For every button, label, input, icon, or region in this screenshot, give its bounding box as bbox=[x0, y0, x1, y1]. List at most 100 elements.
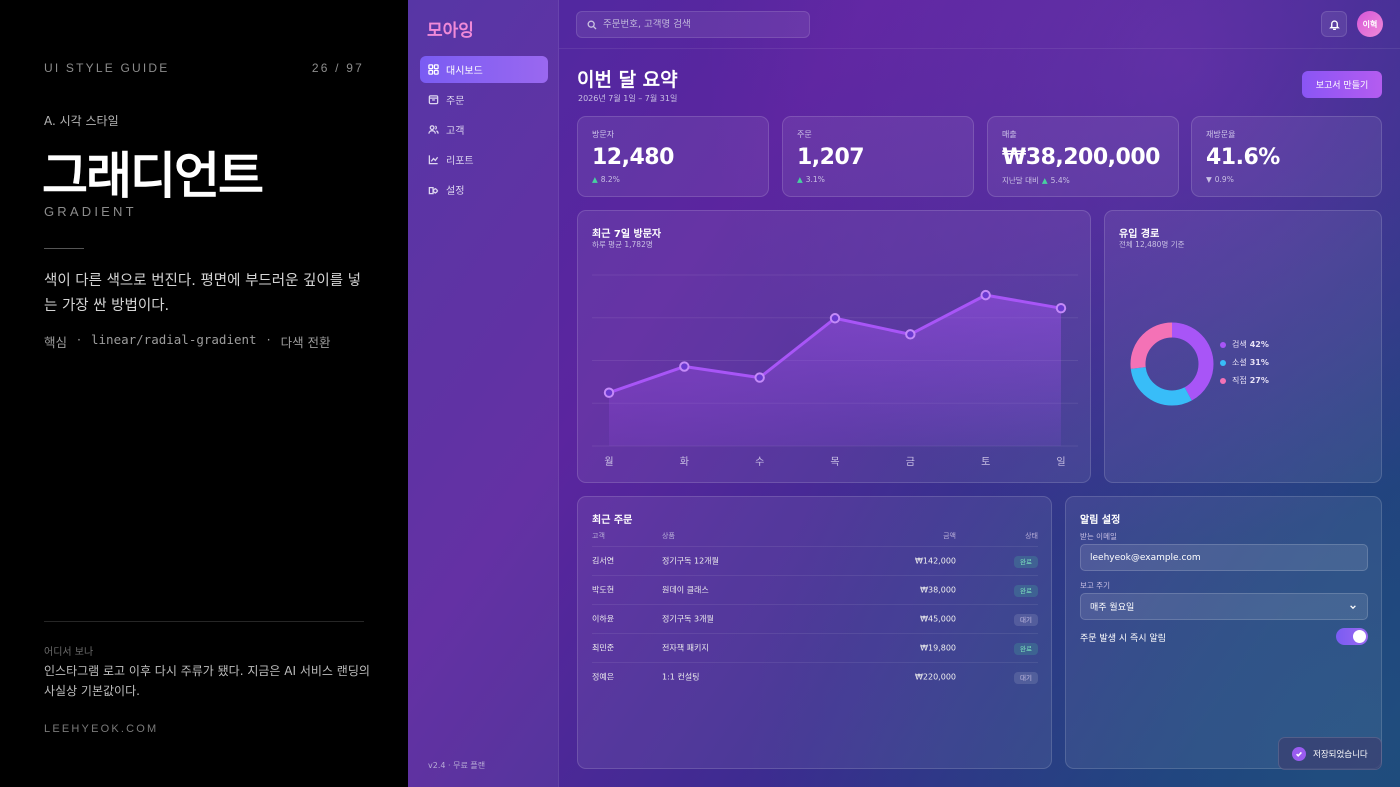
sidebar: 모아잉 대시보드 주문 고객 리포트 설정 v2.4 · 무료 bbox=[408, 0, 559, 787]
sidebar-item-reports[interactable]: 리포트 bbox=[420, 146, 548, 173]
page-indicator: 26 / 97 bbox=[311, 61, 364, 75]
status-cell: 대기 bbox=[1014, 672, 1038, 684]
amount-cell: ₩19,800 bbox=[920, 643, 956, 653]
legend-item-search: 검색 42% bbox=[1220, 339, 1269, 350]
donut-slice[interactable] bbox=[1130, 322, 1214, 406]
toast-message: 저장되었습니다 bbox=[1313, 749, 1368, 760]
instant-alert-label: 주문 발생 시 즉시 알림 bbox=[1080, 634, 1166, 644]
sidebar-item-dashboard[interactable]: 대시보드 bbox=[420, 56, 548, 83]
data-point[interactable] bbox=[980, 289, 991, 301]
kpi-label: 주문 bbox=[797, 130, 812, 139]
amount-cell: ₩38,000 bbox=[920, 585, 956, 595]
up-arrow-icon: ▲ bbox=[797, 175, 803, 184]
page-title: 이번 달 요약 bbox=[577, 69, 678, 91]
grid-icon bbox=[428, 64, 439, 75]
x-tick-label: 월 bbox=[604, 456, 613, 468]
site-url[interactable]: LEEHYEOK.COM bbox=[44, 723, 159, 735]
cycle-label: 보고 주기 bbox=[1080, 581, 1110, 590]
card-title: 최근 7일 방문자 bbox=[592, 229, 662, 240]
core-separator: · bbox=[77, 332, 81, 347]
card-subtitle: 전체 12,480명 기준 bbox=[1119, 240, 1185, 249]
kpi-value: 1,207 bbox=[797, 145, 865, 170]
box-icon bbox=[428, 95, 439, 105]
x-tick-label: 토 bbox=[981, 457, 990, 468]
search-input[interactable] bbox=[603, 19, 793, 30]
avatar[interactable]: 이혁 bbox=[1357, 11, 1383, 37]
kpi-delta-value: 0.9% bbox=[1214, 175, 1234, 184]
card-title: 최근 주문 bbox=[592, 515, 633, 526]
data-point[interactable] bbox=[603, 387, 615, 398]
table-row[interactable]: 최민준 전자책 패키지 ₩19,800 완료 bbox=[592, 633, 1038, 662]
email-label: 받는 이메일 bbox=[1080, 532, 1117, 541]
product-cell: 전자책 패키지 bbox=[662, 643, 709, 653]
status-badge: 대기 bbox=[1014, 614, 1038, 626]
kpi-value: 12,480 bbox=[592, 145, 674, 170]
data-point[interactable] bbox=[829, 313, 841, 324]
alert-settings-card: 알림 설정 받는 이메일 보고 주기 매주 월요일 주문 발생 시 즉시 알림 bbox=[1065, 496, 1382, 769]
amount-cell: ₩142,000 bbox=[915, 556, 956, 566]
customer-cell: 박도현 bbox=[592, 585, 615, 595]
x-tick-label: 수 bbox=[755, 456, 764, 468]
instant-alert-toggle[interactable] bbox=[1336, 628, 1368, 645]
where-label: 어디서 보나 bbox=[44, 647, 94, 658]
where-text: 인스타그램 로고 이후 다시 주류가 됐다. 지금은 AI 서비스 랜딩의 사실… bbox=[44, 664, 370, 698]
amount-cell: ₩45,000 bbox=[920, 614, 956, 624]
divider bbox=[44, 621, 364, 622]
table-row[interactable]: 정예은 1:1 컨설팅 ₩220,000 대기 bbox=[592, 662, 1038, 691]
status-cell: 완료 bbox=[1014, 556, 1038, 568]
kpi-delta: ▲ 3.1% bbox=[797, 175, 825, 184]
sidebar-item-orders[interactable]: 주문 bbox=[420, 86, 548, 113]
kpi-compare-label: 지난달 대비 bbox=[1002, 176, 1039, 185]
settings-icon bbox=[428, 187, 439, 195]
down-arrow-icon: ▼ bbox=[1206, 175, 1212, 184]
toggle-knob bbox=[1353, 630, 1366, 643]
email-field[interactable] bbox=[1080, 544, 1368, 571]
legend-swatch bbox=[1220, 341, 1226, 348]
legend-value: 42% bbox=[1249, 340, 1269, 349]
status-badge: 완료 bbox=[1014, 643, 1038, 655]
sidebar-item-label: 대시보드 bbox=[446, 66, 483, 77]
notifications-button[interactable] bbox=[1321, 11, 1347, 37]
core-label: 핵심 bbox=[44, 335, 68, 350]
topbar: 이혁 bbox=[559, 0, 1400, 49]
version-label: v2.4 · 무료 플랜 bbox=[428, 761, 486, 770]
customer-cell: 최민준 bbox=[592, 643, 615, 653]
kpi-delta-value: 5.4% bbox=[1050, 176, 1070, 185]
guide-header: UI STYLE GUIDE 26 / 97 bbox=[44, 61, 364, 75]
series-label: UI STYLE GUIDE bbox=[44, 61, 170, 75]
data-point[interactable] bbox=[1055, 302, 1067, 314]
users-icon bbox=[428, 125, 439, 134]
search-box[interactable] bbox=[576, 11, 810, 38]
table-row[interactable]: 김서연 정기구독 12개월 ₩142,000 완료 bbox=[592, 546, 1038, 575]
sidebar-item-customers[interactable]: 고객 bbox=[420, 116, 548, 143]
series-area bbox=[609, 295, 1061, 446]
data-point[interactable] bbox=[905, 329, 916, 340]
sidebar-item-label: 고객 bbox=[446, 126, 465, 137]
card-title: 알림 설정 bbox=[1080, 515, 1121, 526]
table-row[interactable]: 박도현 원데이 클래스 ₩38,000 완료 bbox=[592, 575, 1038, 604]
product-cell: 원데이 클래스 bbox=[662, 585, 709, 595]
table-row[interactable]: 이하윤 정기구독 3개월 ₩45,000 대기 bbox=[592, 604, 1038, 633]
kpi-delta-value: 8.2% bbox=[600, 175, 620, 184]
legend-value: 31% bbox=[1249, 358, 1269, 367]
sidebar-item-label: 리포트 bbox=[446, 156, 474, 167]
product-cell: 정기구독 12개월 bbox=[662, 556, 719, 566]
sidebar-item-settings[interactable]: 설정 bbox=[420, 176, 548, 203]
create-report-button[interactable]: 보고서 만들기 bbox=[1302, 71, 1382, 98]
core-code: linear/radial-gradient bbox=[91, 332, 257, 347]
x-tick-label: 금 bbox=[906, 456, 915, 468]
data-point[interactable] bbox=[679, 361, 690, 372]
x-tick-label: 일 bbox=[1056, 456, 1065, 468]
report-cycle-select[interactable]: 매주 월요일 bbox=[1080, 593, 1368, 620]
core-note: 다색 전환 bbox=[280, 335, 331, 350]
recent-orders-card: 최근 주문 고객 상품 금액 상태 김서연 정기구독 12개월 ₩142,000 완료… bbox=[577, 496, 1052, 769]
email-input[interactable] bbox=[1090, 552, 1350, 563]
data-point[interactable] bbox=[754, 372, 765, 383]
donut-slice[interactable] bbox=[1130, 322, 1214, 406]
guide-title: 그래디언트 bbox=[42, 147, 264, 205]
guide-subtitle: GRADIENT bbox=[44, 204, 137, 219]
app-logo[interactable]: 모아잉 bbox=[427, 21, 474, 41]
legend-label: 직접 bbox=[1232, 376, 1247, 385]
kpi-delta: ▲ 8.2% bbox=[592, 175, 620, 184]
